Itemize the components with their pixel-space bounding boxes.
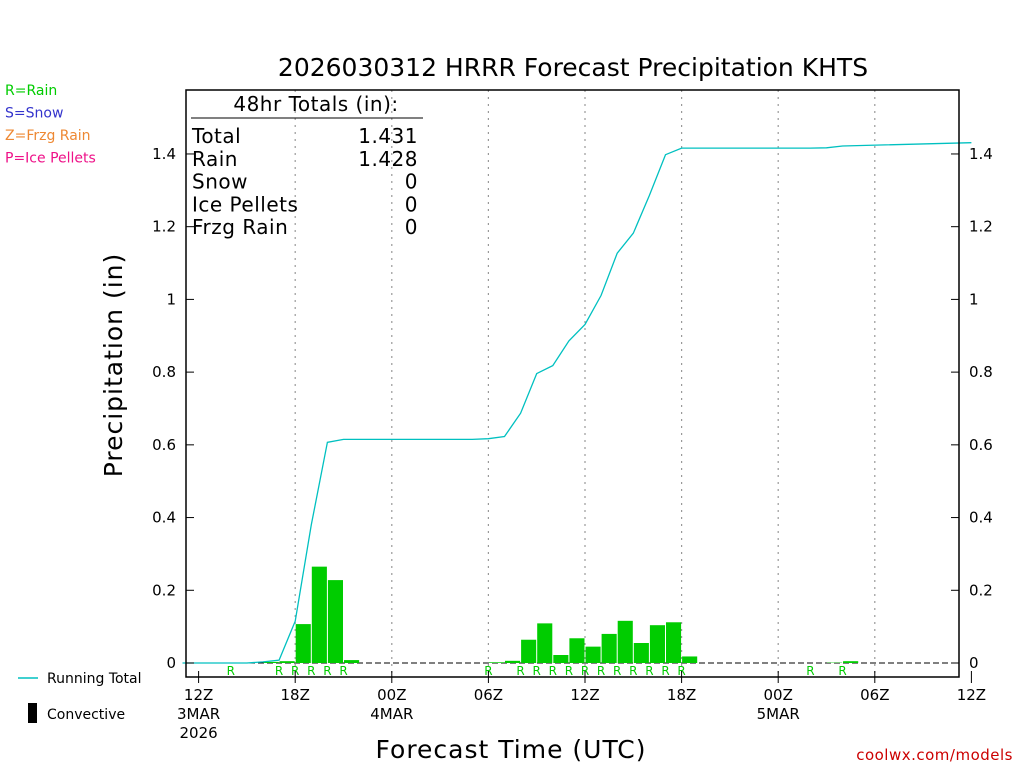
x-tick-label: 12Z [184, 686, 213, 704]
precip-bar [537, 623, 552, 663]
precip-bar [843, 661, 858, 663]
convective-legend-swatch [28, 703, 37, 723]
precip-bar [569, 638, 584, 663]
series-legend-label: Running Total [47, 671, 142, 687]
precip-bar [328, 580, 343, 663]
totals-row-value: 0 [405, 215, 418, 239]
precip-type-marker: R [533, 664, 541, 678]
precip-bar [634, 643, 649, 663]
precip-type-marker: R [549, 664, 557, 678]
y-tick-label: 1 [969, 290, 979, 308]
precip-bar [489, 662, 504, 663]
y-tick-label: 0.2 [969, 581, 993, 599]
y-tick-label: 0.4 [152, 509, 176, 527]
credit-text: coolwx.com/models [856, 746, 1013, 764]
y-tick-label: 0.6 [152, 436, 176, 454]
precip-type-legend-item: S=Snow [5, 106, 63, 122]
x-tick-label: 12Z [570, 686, 599, 704]
precip-type-marker: R [307, 664, 315, 678]
y-tick-label: 0.2 [152, 581, 176, 599]
precip-type-marker: R [597, 664, 605, 678]
precip-type-legend-item: R=Rain [5, 83, 57, 99]
totals-row-value: 0 [405, 170, 418, 194]
totals-heading: 48hr Totals (in): [233, 92, 398, 116]
precip-bar [505, 661, 520, 663]
precip-type-marker: R [323, 664, 331, 678]
plot-frame [186, 90, 959, 677]
y-tick-label: 0.8 [969, 363, 993, 381]
precip-type-marker: R [275, 664, 283, 678]
x-tick-label: 18Z [667, 686, 696, 704]
y-axis-label: Precipitation (in) [99, 253, 128, 478]
precip-bar [521, 640, 536, 663]
precip-bar [586, 647, 601, 663]
precip-type-marker: R [645, 664, 653, 678]
precip-bar [602, 634, 617, 663]
series-legend-label: Convective [47, 707, 125, 723]
x-axis-label: Forecast Time (UTC) [376, 735, 647, 764]
precip-type-marker: R [806, 664, 814, 678]
x-tick-label: 12Z [957, 686, 986, 704]
precip-bar [553, 655, 568, 663]
precip-type-marker: R [227, 664, 235, 678]
x-tick-label: 3MAR [177, 705, 220, 723]
y-tick-label: 1.4 [152, 145, 176, 163]
y-tick-label: 0 [166, 654, 176, 672]
precip-type-legend-item: P=Ice Pellets [5, 151, 96, 167]
chart-title: 2026030312 HRRR Forecast Precipitation K… [278, 53, 868, 82]
totals-row-label: Total [191, 124, 241, 148]
precip-type-marker: R [339, 664, 347, 678]
totals-row-value: 1.431 [358, 124, 418, 148]
x-tick-label: 2026 [180, 724, 218, 742]
y-tick-label: 0.8 [152, 363, 176, 381]
precip-bar [618, 621, 633, 663]
y-tick-label: 1.4 [969, 145, 993, 163]
y-tick-label: 0.4 [969, 509, 993, 527]
precip-bar [650, 625, 665, 663]
y-tick-label: 1.2 [969, 218, 993, 236]
x-tick-label: 06Z [860, 686, 889, 704]
y-tick-label: 1.2 [152, 218, 176, 236]
x-tick-label: 4MAR [370, 705, 413, 723]
totals-row-value: 1.428 [358, 147, 418, 171]
precip-type-marker: R [661, 664, 669, 678]
precip-bar [682, 656, 697, 663]
totals-row-label: Frzg Rain [192, 215, 288, 239]
precip-bar [296, 624, 311, 663]
totals-row-label: Ice Pellets [192, 192, 298, 216]
x-tick-label: 00Z [764, 686, 793, 704]
y-tick-label: 0 [969, 654, 979, 672]
precip-type-legend-item: Z=Frzg Rain [5, 128, 91, 144]
totals-row-label: Rain [192, 147, 238, 171]
totals-row-label: Snow [192, 170, 248, 194]
precip-type-marker: R [838, 664, 846, 678]
y-tick-label: 1 [166, 290, 176, 308]
totals-row-value: 0 [405, 192, 418, 216]
running-total-line [183, 143, 972, 663]
totals-box: 48hr Totals (in): Total 1.431 Rain 1.428 Snow… [191, 92, 423, 239]
precip-bar [312, 567, 327, 663]
precip-type-marker: R [613, 664, 621, 678]
precip-bar [344, 660, 359, 663]
precip-type-marker: R [629, 664, 637, 678]
x-tick-label: 18Z [281, 686, 310, 704]
precip-type-marker: R [565, 664, 573, 678]
precip-bar [666, 622, 681, 663]
precip-type-marker: R [516, 664, 524, 678]
x-tick-label: 06Z [474, 686, 503, 704]
x-tick-label: 00Z [377, 686, 406, 704]
y-tick-label: 0.6 [969, 436, 993, 454]
x-tick-label: 5MAR [757, 705, 800, 723]
precip-bar [280, 661, 295, 663]
